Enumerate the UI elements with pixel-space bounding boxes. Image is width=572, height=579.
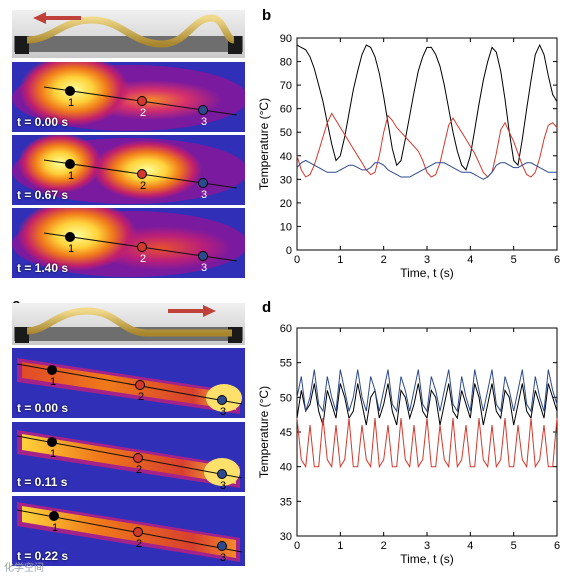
point-label-1: 1: [50, 376, 56, 388]
x-tick-label: 4: [467, 254, 473, 266]
x-tick-label: 2: [381, 254, 387, 266]
series-line-2: [296, 418, 558, 469]
time-label: t = 0.67 s: [17, 188, 69, 202]
time-label: t = 0.11 s: [17, 475, 68, 489]
thermal-frame-c-1: 1 2 3 t = 0.00 s: [12, 348, 245, 418]
point-label-2: 2: [136, 464, 142, 476]
point-label-2: 2: [140, 253, 146, 265]
y-axis-label: Temperature (°C): [257, 98, 271, 190]
x-tick-label: 4: [467, 540, 473, 552]
point-label-1: 1: [68, 243, 74, 255]
time-label: t = 0.22 s: [17, 549, 69, 563]
y-tick-label: 80: [280, 57, 292, 69]
series-line-3: [296, 369, 558, 413]
thermal-frame-a-3: 1 2 3 t = 1.40 s: [12, 208, 245, 278]
x-tick-label: 5: [511, 540, 517, 552]
y-tick-label: 40: [280, 462, 292, 474]
point-label-1: 1: [50, 448, 56, 460]
x-tick-label: 6: [554, 254, 560, 266]
x-tick-label: 2: [381, 540, 387, 552]
right-arrow: [167, 304, 217, 323]
y-tick-label: 40: [280, 151, 292, 163]
point-label-1: 1: [68, 97, 74, 109]
point-label-2: 2: [140, 180, 146, 192]
y-tick-label: 60: [280, 323, 292, 335]
x-axis-label: Time, t (s): [400, 266, 454, 280]
y-tick-label: 30: [280, 174, 292, 186]
x-tick-label: 3: [424, 254, 430, 266]
watermark: 化学空间: [4, 563, 44, 574]
x-tick-label: 5: [511, 254, 517, 266]
y-tick-label: 50: [280, 127, 292, 139]
time-label: t = 1.40 s: [17, 261, 69, 275]
y-tick-label: 45: [280, 427, 292, 439]
x-tick-label: 0: [294, 540, 300, 552]
y-tick-label: 0: [286, 245, 292, 257]
y-tick-label: 10: [280, 221, 292, 233]
point-label-3: 3: [220, 552, 226, 564]
x-tick-label: 0: [294, 254, 300, 266]
strip-photo-a: [12, 10, 245, 58]
x-tick-label: 1: [337, 540, 343, 552]
x-tick-label: 1: [337, 254, 343, 266]
y-tick-label: 55: [280, 358, 292, 370]
point-label-2: 2: [140, 107, 146, 119]
x-tick-label: 6: [554, 540, 560, 552]
point-label-1: 1: [68, 170, 74, 182]
y-tick-label: 20: [280, 198, 292, 210]
y-tick-label: 30: [280, 531, 292, 543]
point-label-3: 3: [201, 262, 207, 274]
thermal-frame-c-3: 1 2 3 t = 0.22 s: [12, 496, 245, 566]
point-label-3: 3: [220, 406, 226, 418]
series-line-2: [296, 112, 558, 178]
thermal-frame-a-1: 1 2 3 t = 0.00 s: [12, 62, 245, 132]
point-label-1: 1: [52, 522, 58, 534]
point-label-3: 3: [201, 189, 207, 201]
y-tick-label: 60: [280, 104, 292, 116]
point-label-2: 2: [136, 538, 142, 550]
series-line-3: [296, 159, 557, 180]
plot-frame: [296, 327, 558, 537]
series-line-1: [296, 43, 558, 171]
left-arrow: [32, 11, 82, 30]
time-label: t = 0.00 s: [17, 115, 69, 129]
x-axis-label: Time, t (s): [400, 552, 454, 566]
plot-frame: [296, 37, 558, 251]
chart-b: 0 10 20 30 40 50 60 70 80 90 0 1 2 3 4 5 6 Time, t (s) Tem…: [257, 33, 560, 280]
point-label-2: 2: [138, 391, 144, 403]
time-label: t = 0.00 s: [17, 401, 69, 415]
y-tick-label: 35: [280, 496, 292, 508]
y-tick-label: 90: [280, 33, 292, 45]
point-label-3: 3: [201, 116, 207, 128]
thermal-frame-a-2: 1 2 3 t = 0.67 s: [12, 135, 245, 205]
y-axis-label: Temperature (°C): [257, 386, 271, 478]
y-tick-label: 70: [280, 80, 292, 92]
panel-letter-d: d: [262, 299, 272, 316]
y-tick-label: 50: [280, 392, 292, 404]
x-tick-label: 3: [424, 540, 430, 552]
point-label-3: 3: [220, 480, 226, 492]
thermal-frame-c-2: 1 2 3 t = 0.11 s: [12, 422, 245, 492]
strip-photo-c: [12, 303, 245, 345]
panel-letter-b: b: [262, 7, 272, 24]
